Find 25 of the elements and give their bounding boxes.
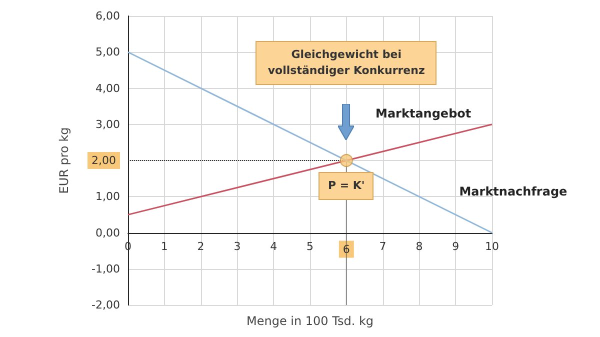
y-tick-label: 3,00 — [96, 118, 120, 131]
annotation: Gleichgewicht bei vollständiger Konkurrenz — [266, 46, 426, 78]
x-tick-label: 8 — [416, 240, 423, 253]
x-tick-label: 9 — [452, 240, 460, 253]
y-tick-label: 6,00 — [96, 10, 120, 22]
x-tick-label: 6 — [342, 242, 350, 256]
x-tick-label: 7 — [379, 240, 386, 253]
y-tick-label: 1,00 — [96, 190, 120, 204]
x-tick-label: 5 — [306, 240, 314, 253]
x-tick-label: 3 — [234, 240, 241, 253]
annotation: P = K' — [328, 178, 365, 194]
y-tick-label: 0,00 — [96, 226, 120, 240]
x-tick-label: 2 — [197, 240, 204, 253]
series-label: Marktnachfrage — [459, 184, 568, 198]
y-tick-label: 2,00 — [92, 154, 116, 167]
x-tick-label: 1 — [160, 240, 168, 253]
x-tick-label: 4 — [270, 240, 278, 253]
x-tick-label: 10 — [485, 240, 499, 253]
y-tick-label: 5,00 — [96, 46, 120, 59]
y-tick-label: -1,00 — [92, 262, 120, 276]
y-axis-title: EUR pro kg — [57, 127, 71, 194]
y-tick-label: 4,00 — [96, 82, 120, 95]
x-axis-title: Menge in 100 Tsd. kg — [246, 314, 374, 328]
y-tick-label: -2,00 — [92, 298, 120, 312]
series-label: Marktangebot — [376, 106, 472, 120]
